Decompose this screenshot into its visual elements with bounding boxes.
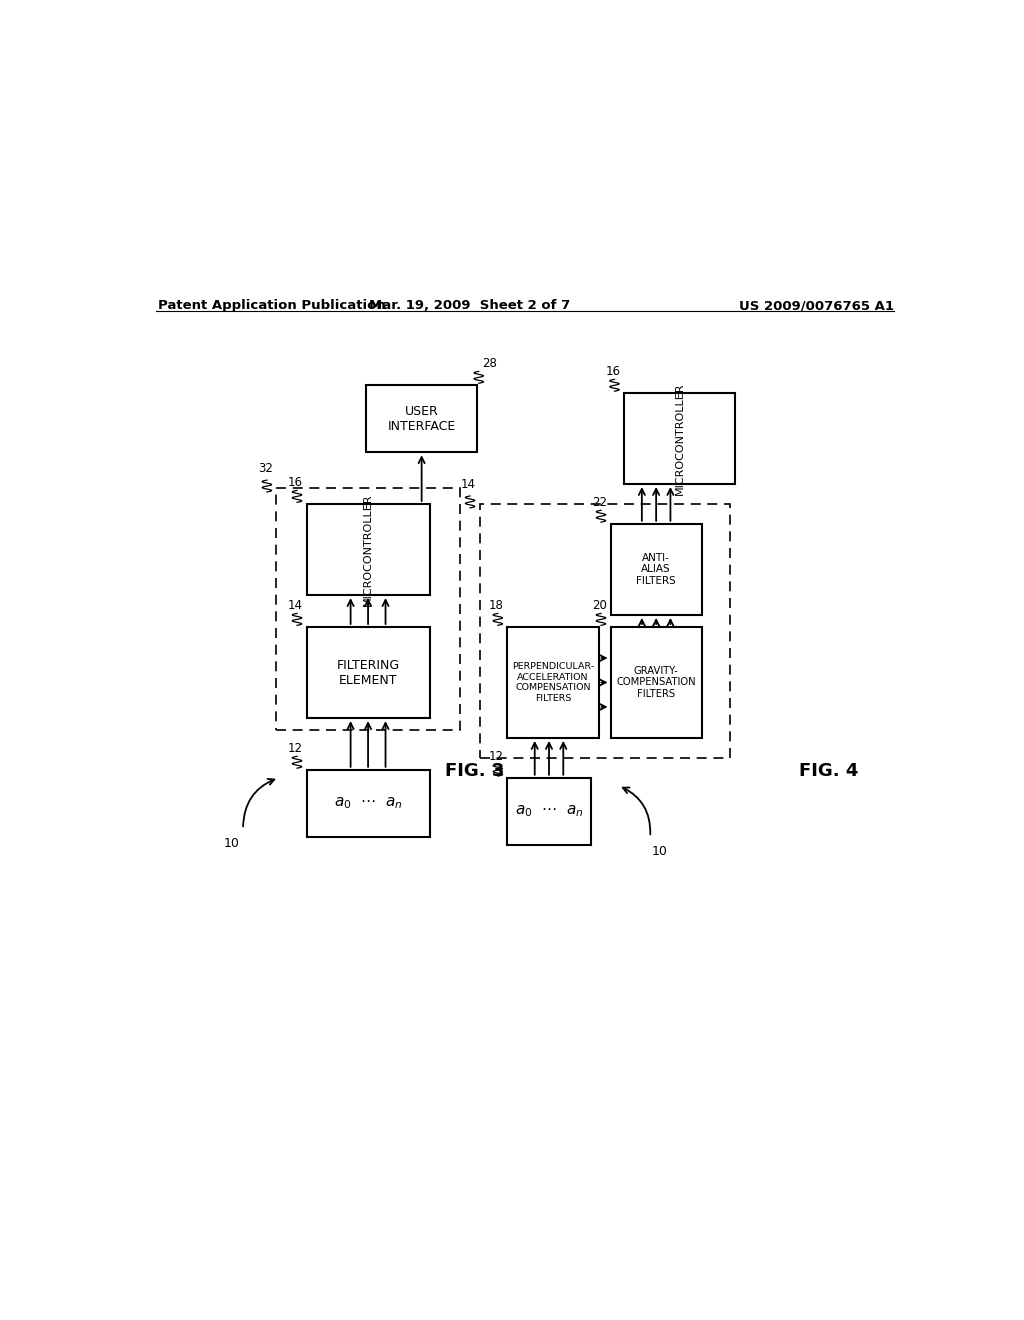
Text: US 2009/0076765 A1: US 2009/0076765 A1 — [739, 300, 894, 312]
Text: 20: 20 — [592, 599, 607, 612]
FancyBboxPatch shape — [507, 627, 599, 738]
Text: 16: 16 — [605, 364, 621, 378]
Text: 14: 14 — [288, 599, 303, 612]
Text: Patent Application Publication: Patent Application Publication — [158, 300, 386, 312]
Text: $a_0$  $\cdots$  $a_n$: $a_0$ $\cdots$ $a_n$ — [515, 804, 584, 820]
FancyBboxPatch shape — [624, 393, 735, 484]
Text: FIG. 3: FIG. 3 — [445, 762, 505, 780]
Text: 32: 32 — [258, 462, 272, 475]
FancyBboxPatch shape — [507, 777, 591, 845]
Text: Mar. 19, 2009  Sheet 2 of 7: Mar. 19, 2009 Sheet 2 of 7 — [369, 300, 570, 312]
Text: GRAVITY-
COMPENSATION
FILTERS: GRAVITY- COMPENSATION FILTERS — [616, 665, 696, 700]
FancyBboxPatch shape — [306, 770, 430, 837]
FancyBboxPatch shape — [367, 385, 477, 453]
Text: 18: 18 — [488, 599, 504, 612]
Text: 12: 12 — [488, 750, 504, 763]
FancyBboxPatch shape — [306, 504, 430, 595]
FancyBboxPatch shape — [306, 627, 430, 718]
Text: MICROCONTROLLER: MICROCONTROLLER — [364, 494, 373, 606]
Text: 10: 10 — [651, 845, 668, 858]
Text: 10: 10 — [223, 837, 240, 850]
Text: 28: 28 — [482, 356, 498, 370]
Text: FILTERING
ELEMENT: FILTERING ELEMENT — [337, 659, 399, 686]
Text: 22: 22 — [592, 496, 607, 508]
Text: ANTI-
ALIAS
FILTERS: ANTI- ALIAS FILTERS — [636, 553, 676, 586]
Text: 16: 16 — [288, 475, 303, 488]
Text: USER
INTERFACE: USER INTERFACE — [387, 405, 456, 433]
Text: 14: 14 — [461, 478, 476, 491]
Text: 12: 12 — [288, 742, 303, 755]
FancyBboxPatch shape — [610, 524, 701, 615]
Text: $a_0$  $\cdots$  $a_n$: $a_0$ $\cdots$ $a_n$ — [334, 796, 402, 812]
Text: FIG. 4: FIG. 4 — [799, 762, 858, 780]
Text: PERPENDICULAR-
ACCELERATION
COMPENSATION
FILTERS: PERPENDICULAR- ACCELERATION COMPENSATION… — [512, 663, 594, 702]
FancyBboxPatch shape — [610, 627, 701, 738]
Text: MICROCONTROLLER: MICROCONTROLLER — [675, 383, 685, 495]
